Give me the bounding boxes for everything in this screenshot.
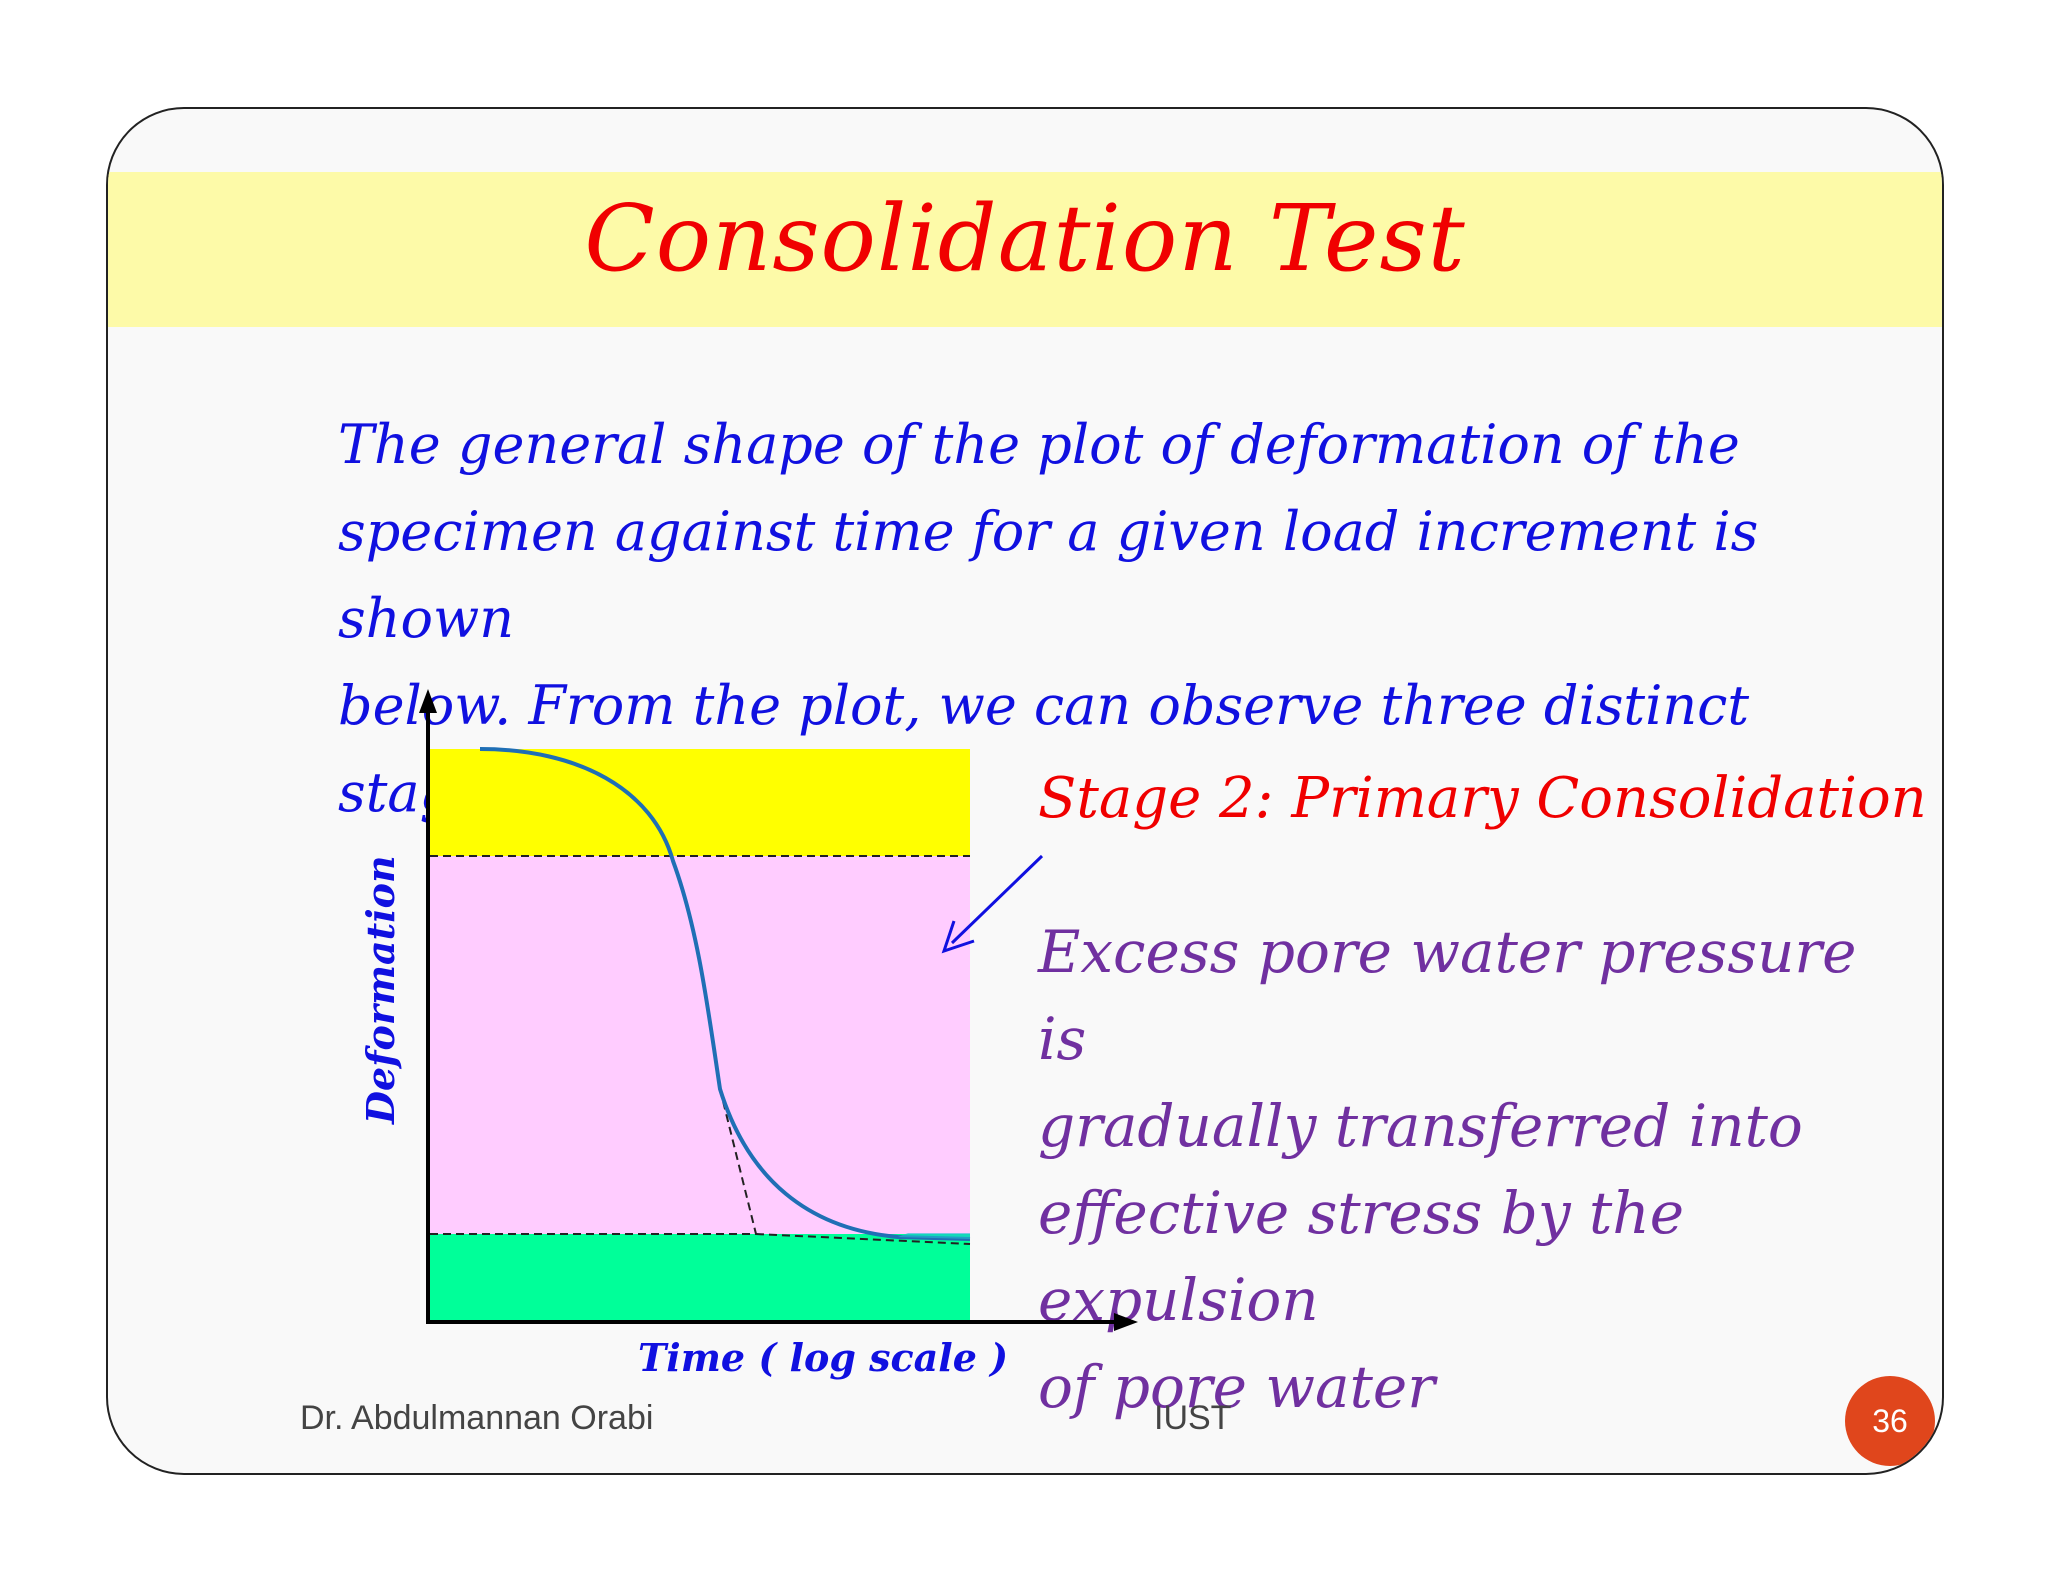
- page-number: 36: [1872, 1402, 1908, 1439]
- y-axis-arrowhead: [419, 689, 437, 713]
- x-axis-arrowhead: [1114, 1313, 1138, 1331]
- intro-paragraph: The general shape of the plot of deforma…: [338, 401, 1938, 836]
- page-number-badge: 36: [1845, 1376, 1935, 1466]
- primary-tangent-line: [719, 1088, 757, 1235]
- stage-desc-line: gradually transferred into: [1038, 1092, 1803, 1160]
- deformation-time-diagram: Deformation Time ( log scale ): [358, 689, 1138, 1380]
- x-axis-label: Time ( log scale ): [638, 1335, 1008, 1380]
- stage3-band: [430, 1234, 970, 1321]
- stage2-band: [430, 856, 970, 1234]
- stage-title: Stage 2: Primary Consolidation: [1038, 766, 1927, 831]
- intro-line: specimen against time for a given load i…: [338, 500, 1759, 650]
- footer-author: Dr. Abdulmannan Orabi: [300, 1399, 654, 1437]
- stage1-band: [430, 749, 970, 856]
- stage2-pointer-arrowhead: [941, 920, 975, 954]
- stage-desc-line: Excess pore water pressure is: [1038, 918, 1857, 1073]
- y-axis-label: Deformation: [358, 855, 403, 1125]
- curve-tail: [898, 1233, 970, 1239]
- intro-line: The general shape of the plot of deforma…: [338, 413, 1740, 476]
- deformation-curve: [479, 747, 971, 1241]
- stage-desc-line: effective stress by the expulsion: [1038, 1179, 1685, 1334]
- stage-desc-line: of pore water: [1038, 1353, 1435, 1421]
- title-bar: [108, 172, 1942, 327]
- slide-frame: Consolidation Test The general shape of …: [106, 107, 1944, 1475]
- footer-institution: IUST: [1154, 1399, 1232, 1437]
- slide-title: Consolidation Test: [584, 185, 1466, 292]
- stage2-pointer-line: [950, 854, 1044, 945]
- stage-description: Excess pore water pressure is gradually …: [1038, 909, 1918, 1431]
- secondary-tangent-line: [755, 1233, 971, 1245]
